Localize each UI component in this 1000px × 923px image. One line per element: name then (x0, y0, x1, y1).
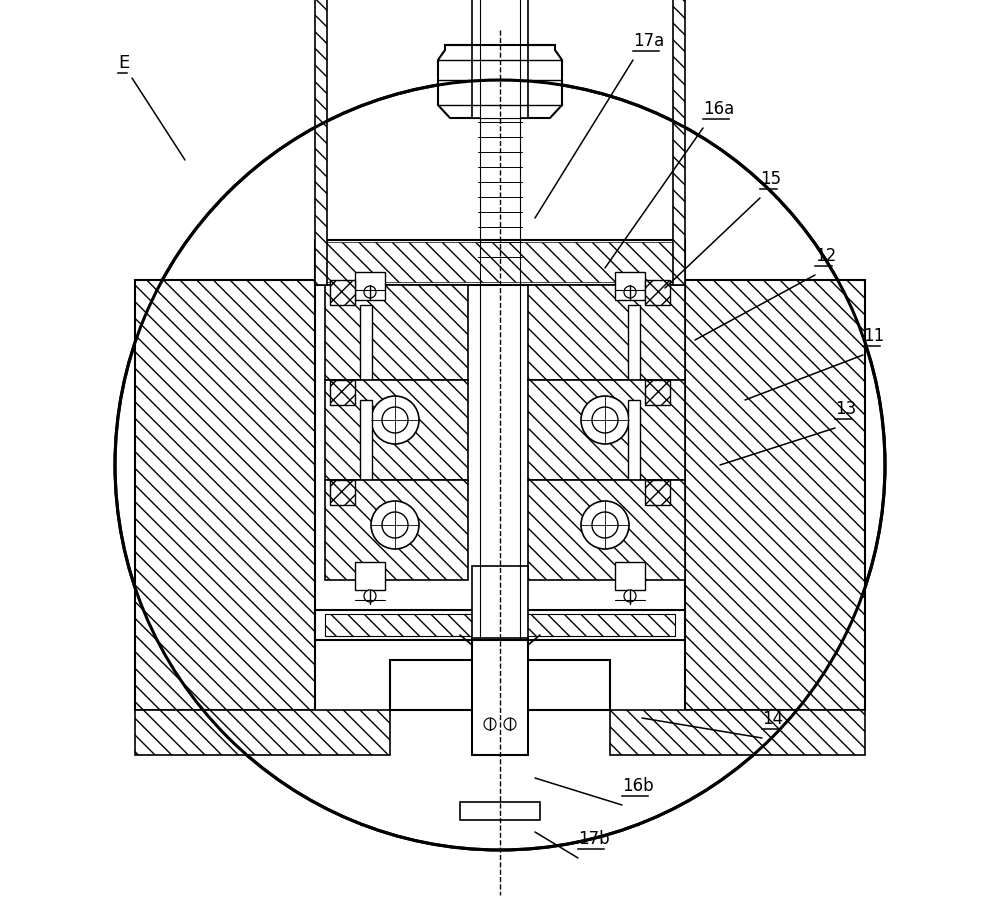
Polygon shape (135, 280, 315, 710)
Polygon shape (528, 480, 685, 580)
Polygon shape (325, 380, 468, 480)
Bar (330, 280, 355, 305)
Bar (355, 272, 385, 300)
Bar (645, 280, 670, 305)
Bar (480, 0, 520, 118)
Text: 16b: 16b (622, 777, 654, 795)
Text: 12: 12 (815, 247, 836, 265)
Circle shape (382, 512, 408, 538)
Bar (628, 305, 640, 380)
Bar (625, 545, 643, 560)
Circle shape (115, 80, 885, 850)
Circle shape (581, 501, 629, 549)
Circle shape (382, 407, 408, 433)
Text: 17a: 17a (633, 32, 664, 50)
Text: 13: 13 (835, 400, 856, 418)
Text: 17b: 17b (578, 830, 610, 848)
Bar (645, 480, 670, 505)
Bar (360, 305, 372, 380)
Bar (645, 380, 670, 405)
Polygon shape (438, 45, 562, 118)
Polygon shape (610, 710, 865, 755)
Circle shape (364, 590, 376, 602)
Polygon shape (685, 280, 865, 710)
Circle shape (624, 286, 636, 298)
Bar (615, 272, 645, 300)
Circle shape (371, 396, 419, 444)
Polygon shape (528, 380, 685, 480)
Circle shape (624, 590, 636, 602)
Text: 15: 15 (760, 170, 781, 188)
Circle shape (592, 512, 618, 538)
Text: 14: 14 (762, 710, 783, 728)
Bar (460, 802, 540, 820)
Circle shape (364, 286, 376, 298)
Bar (357, 545, 375, 560)
Polygon shape (325, 480, 468, 580)
Bar (472, 0, 528, 118)
Text: 11: 11 (863, 327, 884, 345)
Bar (478, 0, 522, 118)
Bar (472, 640, 528, 755)
Polygon shape (325, 285, 468, 380)
Polygon shape (528, 285, 685, 380)
Bar (628, 400, 640, 480)
Text: 16a: 16a (703, 100, 734, 118)
Bar (615, 562, 645, 590)
Bar (472, 566, 528, 638)
Bar (315, 240, 685, 285)
Circle shape (581, 396, 629, 444)
Bar (355, 562, 385, 590)
Bar (330, 480, 355, 505)
Bar (673, 0, 685, 285)
Text: E: E (118, 54, 129, 72)
Circle shape (592, 407, 618, 433)
Bar (320, 242, 680, 282)
Bar (390, 660, 610, 710)
Bar (330, 380, 355, 405)
Bar (357, 440, 375, 455)
Circle shape (504, 718, 516, 730)
Bar (325, 614, 675, 636)
Bar (360, 400, 372, 480)
Circle shape (484, 718, 496, 730)
Polygon shape (135, 710, 390, 755)
Bar (625, 440, 643, 455)
Bar (315, 610, 685, 640)
Circle shape (371, 501, 419, 549)
Bar (315, 0, 327, 285)
